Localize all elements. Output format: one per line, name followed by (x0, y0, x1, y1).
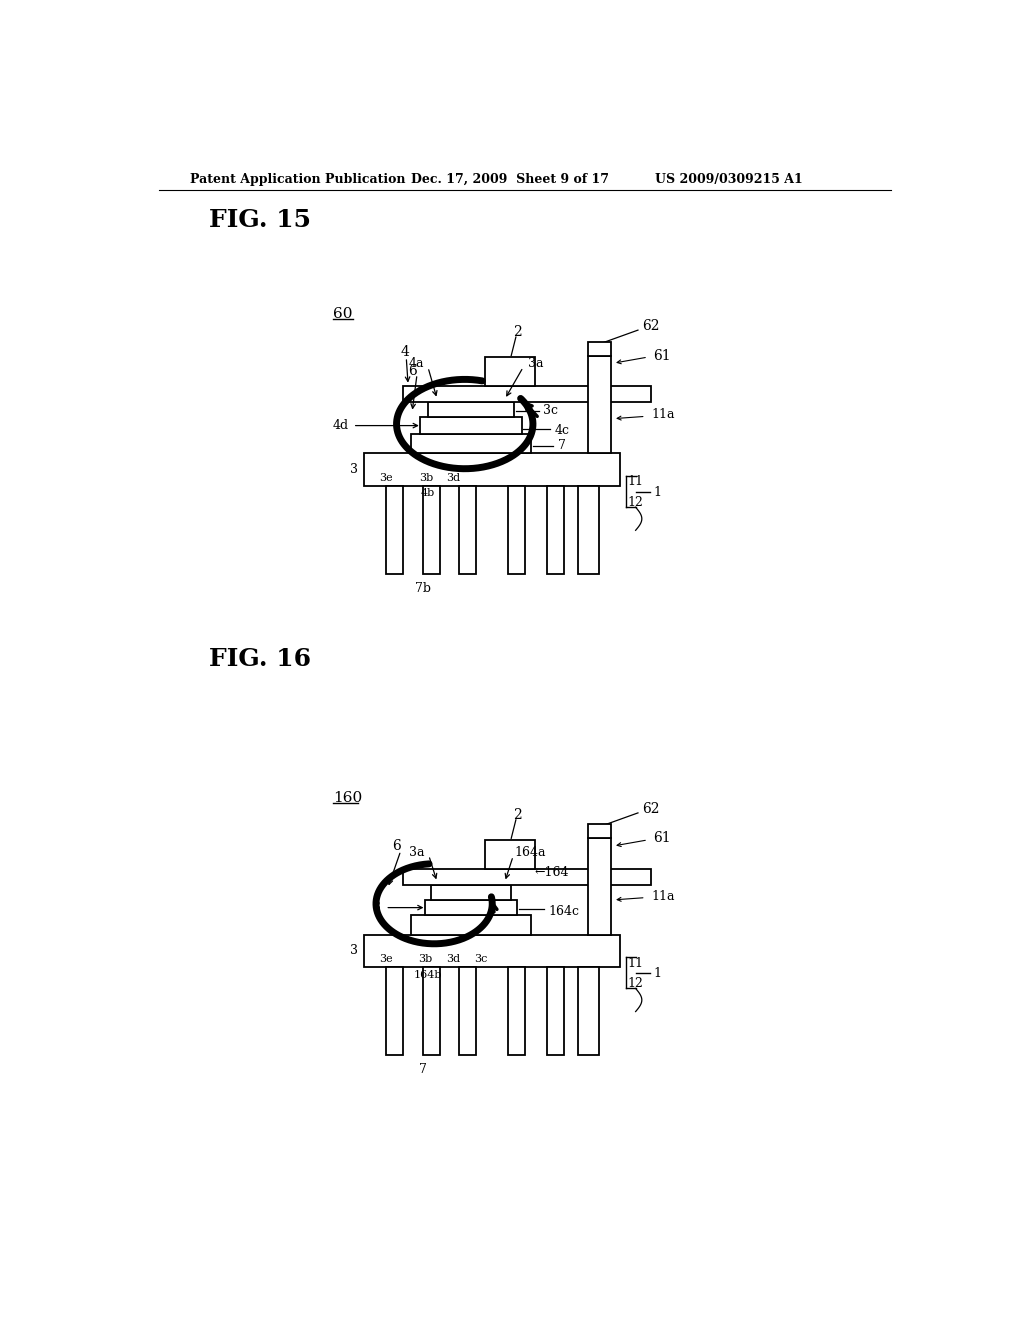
Bar (386, 486, 403, 574)
Text: 3: 3 (350, 944, 358, 957)
Text: 3c: 3c (544, 404, 558, 417)
Bar (578, 968, 599, 1056)
Text: 3a: 3a (410, 846, 425, 859)
Text: FIG. 16: FIG. 16 (209, 647, 311, 671)
Text: 3b: 3b (419, 473, 433, 483)
Bar (365, 453, 621, 486)
Text: 6: 6 (408, 364, 417, 378)
Bar (365, 935, 621, 966)
Text: 11a: 11a (651, 408, 675, 421)
Bar (386, 968, 403, 1056)
Text: 11: 11 (628, 957, 644, 970)
Text: 4c: 4c (554, 424, 569, 437)
Bar (484, 358, 535, 387)
Text: 3b: 3b (418, 954, 432, 964)
Text: 12: 12 (628, 496, 644, 510)
Text: 7: 7 (558, 440, 566, 453)
Text: 3e: 3e (379, 473, 393, 483)
Text: 3a: 3a (528, 356, 544, 370)
Bar (411, 434, 531, 453)
Bar (484, 840, 535, 869)
Text: Patent Application Publication: Patent Application Publication (190, 173, 406, 186)
Bar (411, 915, 531, 935)
Text: 4a: 4a (409, 356, 424, 370)
Text: 3: 3 (374, 902, 381, 915)
Bar (423, 968, 439, 1056)
Bar (508, 486, 524, 574)
Text: 1: 1 (653, 486, 662, 499)
Bar (547, 486, 563, 574)
Text: 12: 12 (628, 977, 644, 990)
Bar (423, 486, 439, 574)
Text: 3d: 3d (446, 473, 461, 483)
Text: 7: 7 (419, 1063, 426, 1076)
Text: 11: 11 (628, 475, 644, 488)
Text: 2: 2 (513, 808, 522, 822)
Bar (588, 342, 611, 355)
Text: 160: 160 (334, 791, 362, 804)
Bar (588, 838, 611, 935)
Text: 4b: 4b (421, 488, 435, 499)
Text: 4d: 4d (333, 418, 349, 432)
Text: 1: 1 (653, 968, 662, 979)
Text: Dec. 17, 2009  Sheet 9 of 17: Dec. 17, 2009 Sheet 9 of 17 (411, 173, 609, 186)
Text: 3c: 3c (474, 954, 487, 964)
Text: 4: 4 (400, 345, 410, 359)
Bar (547, 968, 563, 1056)
Bar (508, 968, 524, 1056)
Bar (459, 968, 476, 1056)
Text: 164c: 164c (548, 906, 579, 917)
Text: 61: 61 (653, 348, 671, 363)
Text: ←164: ←164 (535, 866, 568, 879)
Bar (459, 486, 476, 574)
Bar (428, 401, 514, 417)
Text: 3: 3 (350, 463, 358, 477)
Text: FIG. 15: FIG. 15 (209, 209, 311, 232)
Bar (588, 355, 611, 453)
Bar (403, 387, 651, 401)
Bar (403, 869, 651, 884)
Bar (425, 900, 517, 915)
Text: 6: 6 (392, 840, 401, 853)
Bar (431, 884, 511, 900)
Text: 11a: 11a (651, 890, 675, 903)
Text: 164a: 164a (515, 846, 546, 859)
Bar (578, 486, 599, 574)
Text: US 2009/0309215 A1: US 2009/0309215 A1 (655, 173, 803, 186)
Text: 62: 62 (642, 319, 659, 333)
Text: 7b: 7b (415, 582, 430, 594)
Text: 164b: 164b (414, 970, 442, 979)
Bar (588, 825, 611, 838)
Text: 3e: 3e (379, 954, 393, 964)
Text: 62: 62 (642, 803, 659, 816)
Bar (420, 417, 521, 434)
Text: 61: 61 (653, 832, 671, 845)
Text: 60: 60 (334, 308, 353, 321)
Text: 3d: 3d (446, 954, 461, 964)
Text: 2: 2 (513, 326, 522, 339)
